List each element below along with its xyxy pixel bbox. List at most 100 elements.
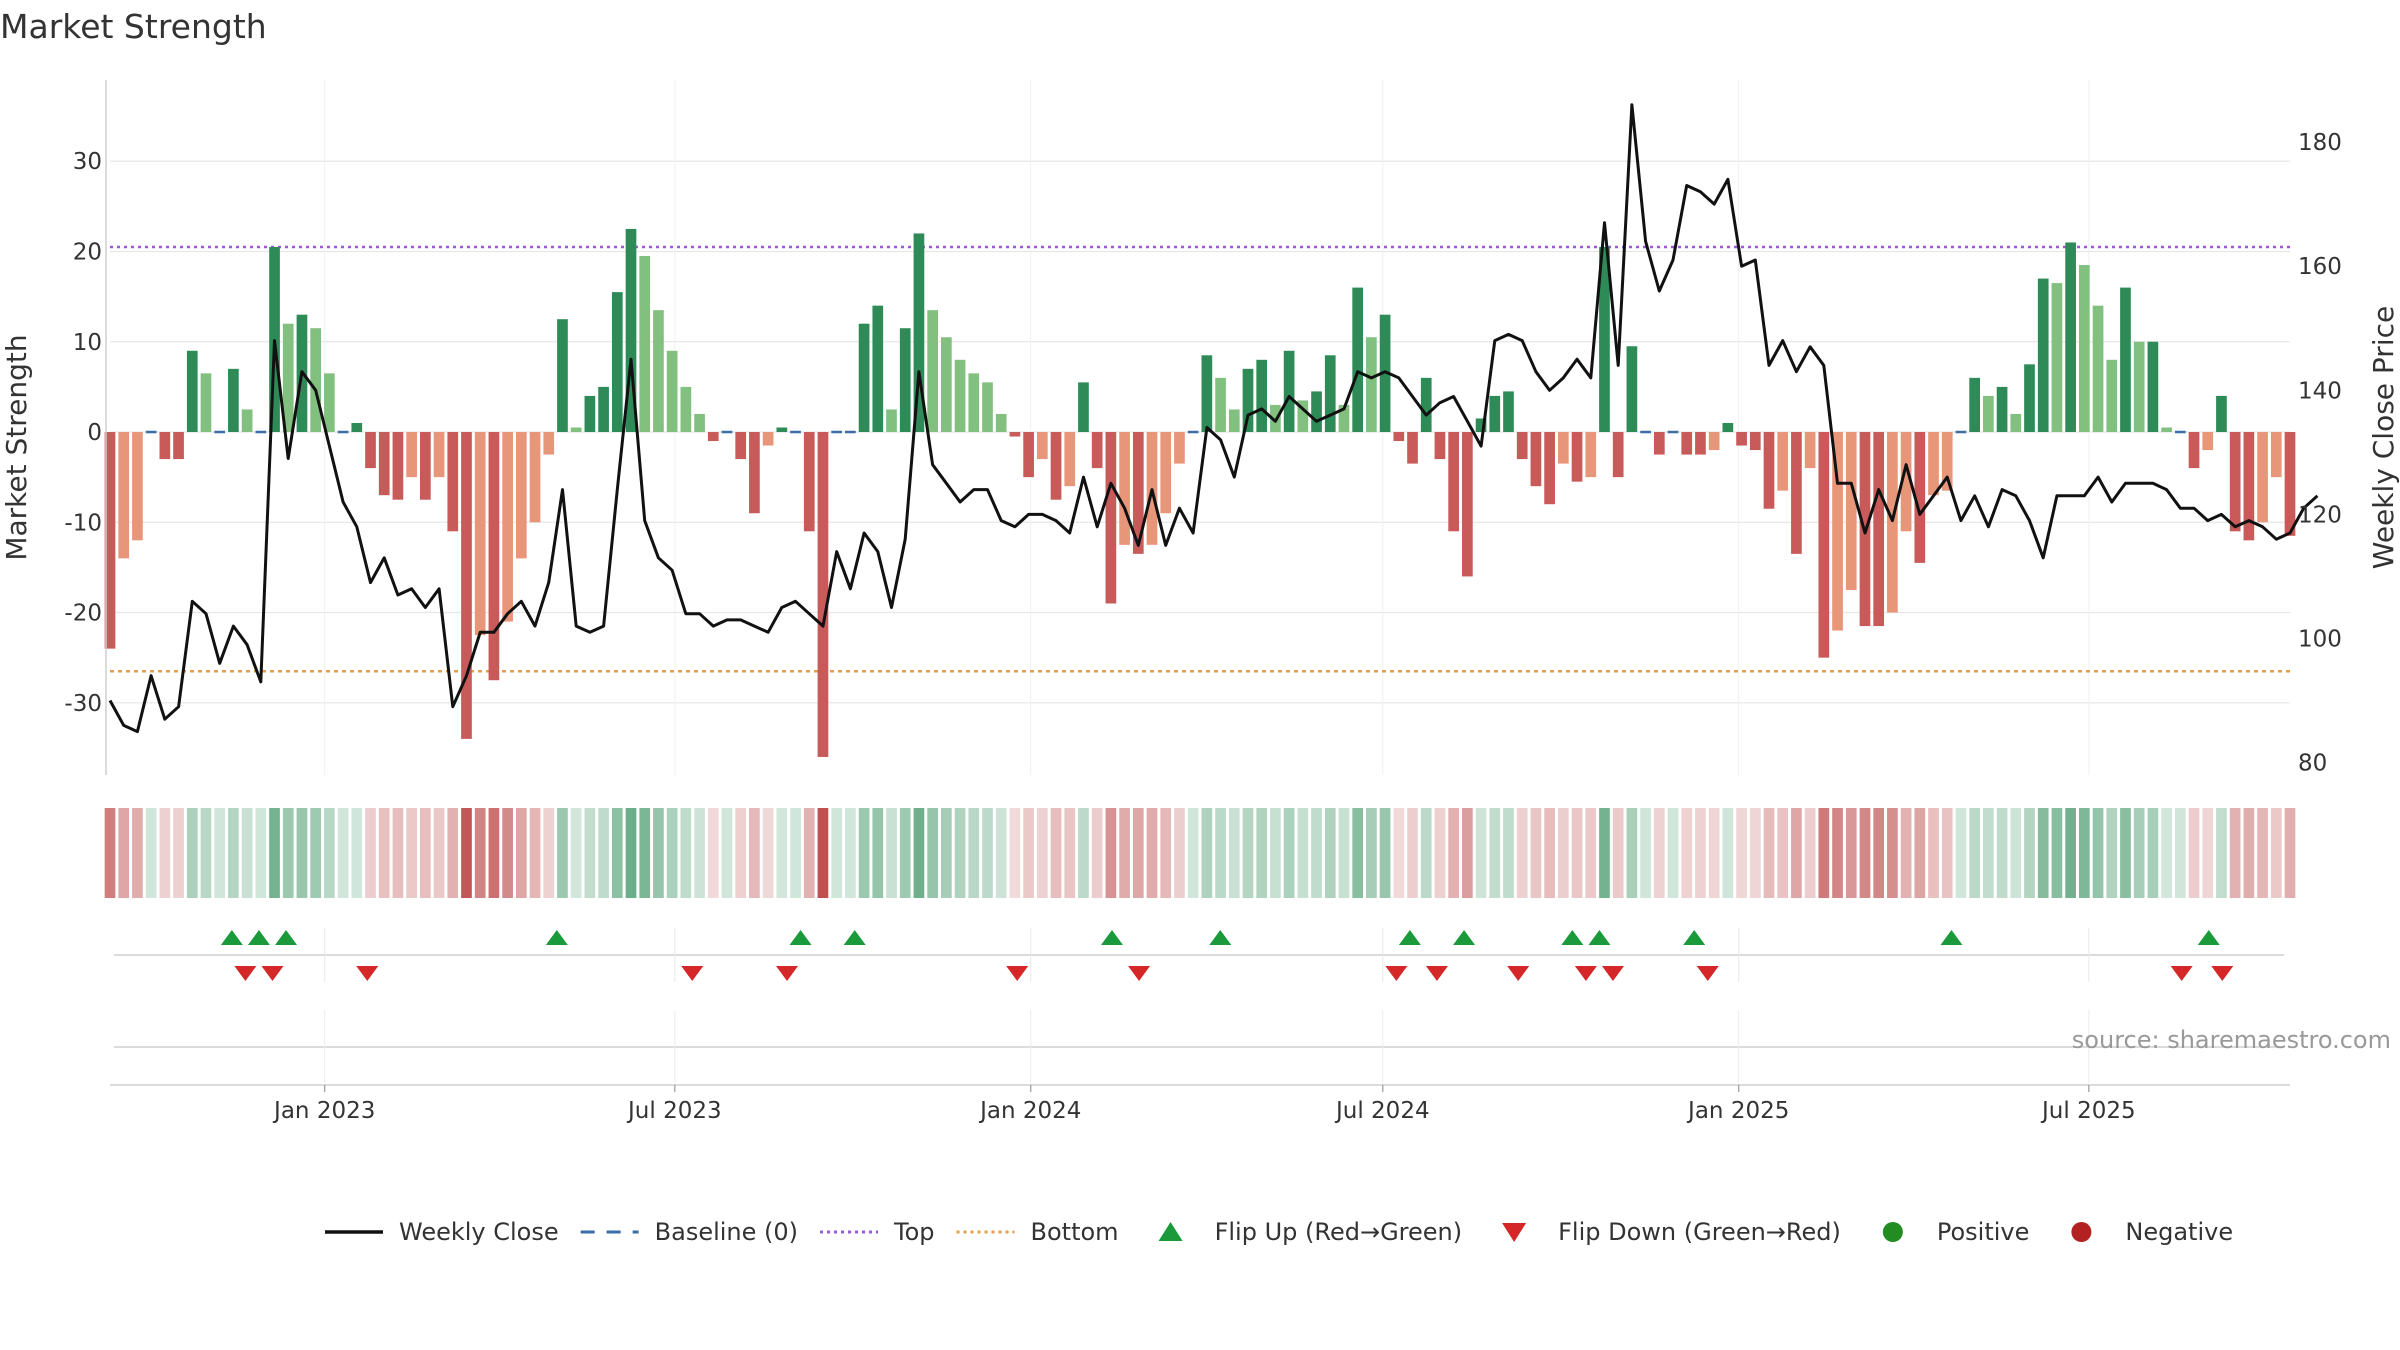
flip-up-marker	[789, 930, 812, 945]
strength-bar	[995, 413, 1007, 433]
strength-bar	[1626, 346, 1638, 433]
flip-up-marker	[1561, 930, 1584, 945]
source-label: source: sharemaestro.com	[2072, 1026, 2391, 1054]
strength-bar	[611, 292, 623, 433]
strength-bar	[173, 432, 184, 460]
flip-down-marker	[1507, 966, 1530, 981]
strength-bar	[488, 432, 500, 681]
strength-bar	[228, 368, 239, 433]
strength-bar	[1557, 432, 1569, 464]
heat-cell	[474, 808, 486, 898]
strength-bar	[433, 432, 445, 478]
heat-cell	[1859, 808, 1871, 898]
strength-bar	[625, 228, 637, 433]
heat-cell	[1420, 808, 1432, 898]
legend-label: Positive	[1937, 1218, 2030, 1246]
heat-cell	[1571, 808, 1583, 898]
strength-bar	[2257, 432, 2268, 523]
heat-cell	[570, 808, 582, 898]
heat-cell	[749, 808, 760, 898]
heat-cell	[1105, 808, 1117, 898]
strength-bar	[1174, 432, 1185, 464]
heat-cell	[2257, 808, 2268, 898]
strength-bar	[858, 323, 870, 433]
strength-bar	[392, 432, 404, 500]
heat-cell	[1791, 808, 1802, 898]
strength-bar	[803, 432, 815, 532]
heat-cell	[611, 808, 623, 898]
strength-bar	[1791, 432, 1802, 554]
flip-down-marker	[1574, 966, 1597, 981]
heat-cell	[2106, 808, 2118, 898]
legend-item: Baseline (0)	[580, 1218, 798, 1246]
strength-bar	[1009, 432, 1021, 437]
strength-bar	[2037, 278, 2049, 433]
legend: Weekly Close Baseline (0) Top Bottom Flip Up…	[325, 1218, 2233, 1246]
heat-cell	[1119, 808, 1130, 898]
y-left-tick-label: -20	[64, 601, 102, 627]
strength-bar	[1503, 391, 1514, 433]
heat-cell	[433, 808, 445, 898]
strength-bar	[1352, 287, 1364, 433]
heat-cell	[817, 808, 829, 898]
heat-cell	[1544, 808, 1555, 898]
strength-bar	[1105, 432, 1117, 604]
flip-up-marker	[1209, 930, 1232, 945]
heat-cell	[1832, 808, 1843, 898]
heat-cell	[2174, 808, 2186, 898]
heat-cell	[2092, 808, 2104, 898]
x-tick-label: Jul 2025	[2040, 1098, 2136, 1124]
flip-down-marker	[1006, 966, 1029, 981]
strength-bar	[598, 386, 609, 433]
heat-cell	[1311, 808, 1322, 898]
heat-cell	[982, 808, 993, 898]
heat-cell	[995, 808, 1007, 898]
heat-cell	[1379, 808, 1391, 898]
flip-down-marker	[776, 966, 799, 981]
heat-cell	[1256, 808, 1268, 898]
flip-up-marker	[1453, 930, 1476, 945]
heat-cell	[515, 808, 527, 898]
strength-bar	[1653, 432, 1665, 455]
strength-bar	[2229, 432, 2241, 532]
heat-cell	[2078, 808, 2090, 898]
strength-bar	[817, 432, 829, 757]
flip-down-marker	[356, 966, 379, 981]
strength-bar	[1914, 432, 1926, 563]
legend-icon	[1158, 1222, 1183, 1241]
strength-bar	[200, 373, 212, 433]
strength-bar	[1489, 395, 1501, 433]
heat-cell	[831, 808, 843, 898]
heat-cell	[1599, 808, 1610, 898]
y-left-axis-label: Market Strength	[0, 334, 33, 560]
flip-down-marker	[2170, 966, 2193, 981]
heat-cell	[1695, 808, 1706, 898]
strength-bar	[1160, 432, 1172, 514]
heat-cell	[2147, 808, 2159, 898]
heat-cell	[2229, 808, 2241, 898]
legend-item: Positive	[1882, 1218, 2030, 1246]
strength-bar	[872, 305, 884, 433]
heat-cell	[2024, 808, 2035, 898]
heat-cell	[118, 808, 130, 898]
strength-bar	[653, 310, 664, 433]
strength-bar	[1311, 391, 1322, 433]
legend-label: Bottom	[1031, 1218, 1119, 1246]
heat-cell	[1187, 808, 1199, 898]
strength-bar	[1585, 432, 1597, 478]
heat-cell	[1681, 808, 1693, 898]
strength-bar	[1078, 382, 1089, 433]
heat-cell	[1530, 808, 1542, 898]
heat-cell	[186, 808, 198, 898]
heat-cell	[625, 808, 637, 898]
heat-cell	[392, 808, 404, 898]
heat-cell	[1887, 808, 1898, 898]
heat-cell	[680, 808, 692, 898]
strength-bar	[2161, 427, 2172, 433]
strength-bar	[1804, 432, 1816, 469]
strength-bar	[1036, 432, 1048, 460]
strength-bar	[2092, 305, 2104, 433]
heat-cell	[1626, 808, 1638, 898]
heat-cell	[104, 808, 116, 898]
strength-bar	[1434, 432, 1446, 460]
